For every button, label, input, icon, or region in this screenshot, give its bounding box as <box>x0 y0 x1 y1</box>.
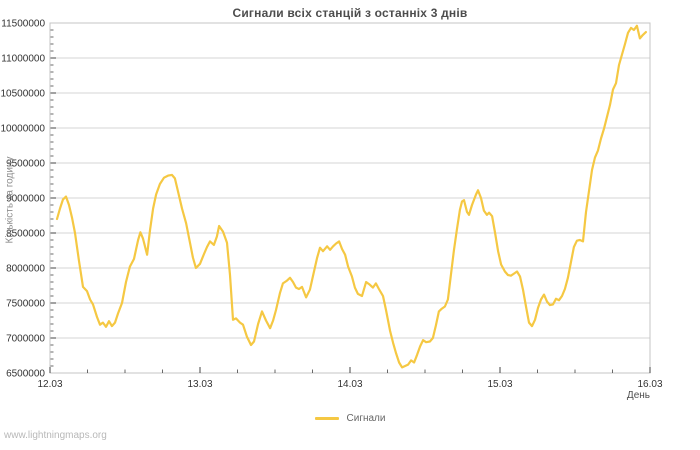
x-axis-title: День <box>626 390 650 401</box>
x-tick-label: 15.03 <box>487 379 512 390</box>
y-tick-label: 6500000 <box>6 369 45 380</box>
y-tick-label: 9500000 <box>6 159 45 170</box>
y-tick-label: 10500000 <box>1 89 46 100</box>
y-tick-label: 11500000 <box>1 19 45 30</box>
y-tick-label: 8500000 <box>6 229 45 240</box>
y-tick-label: 10000000 <box>1 124 46 135</box>
legend-label: Сигнали <box>346 412 386 424</box>
y-axis-title: Кількість за годину <box>4 156 16 244</box>
chart-title: Сигнали всіх станцій з останніх 3 днів <box>232 6 468 20</box>
x-tick-label: 14.03 <box>337 379 362 390</box>
y-tick-label: 8000000 <box>6 264 45 275</box>
x-tick-label: 12.03 <box>37 379 62 390</box>
x-tick-label: 13.03 <box>187 379 212 390</box>
y-tick-label: 9000000 <box>6 194 45 205</box>
watermark-link[interactable]: www.lightningmaps.org <box>4 430 107 441</box>
y-tick-label: 7000000 <box>6 334 45 345</box>
y-tick-label: 11000000 <box>1 54 45 65</box>
x-tick-label: 16.03 <box>637 379 662 390</box>
legend-line-swatch <box>314 416 339 420</box>
series-line <box>55 24 648 369</box>
y-tick-label: 7500000 <box>6 299 45 310</box>
legend: Сигнали <box>0 410 700 426</box>
